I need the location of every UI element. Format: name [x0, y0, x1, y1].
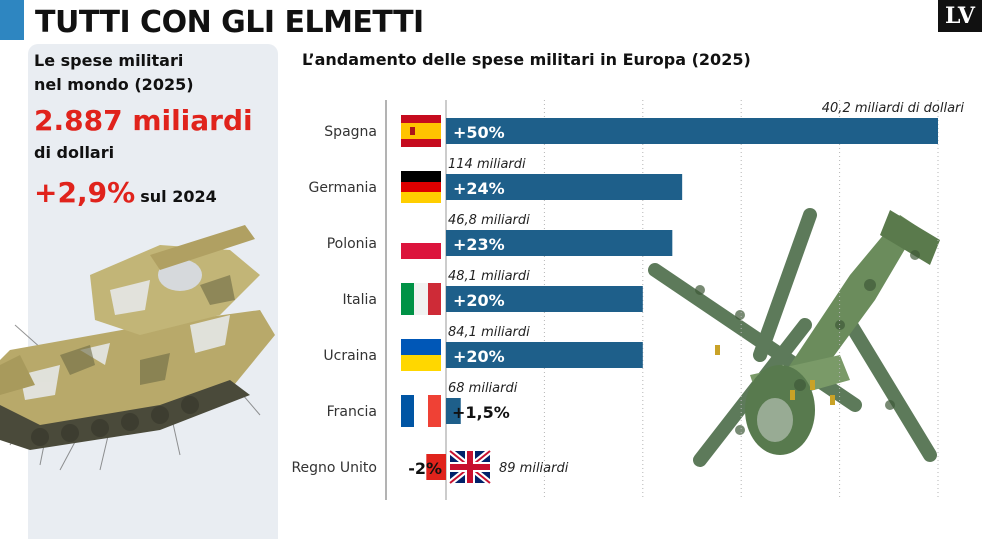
value-label: +50% [453, 123, 505, 142]
value-label: +23% [453, 235, 505, 254]
world-change-suffix: sul 2024 [140, 187, 217, 206]
category-label: Polonia [327, 236, 377, 252]
category-label: Italia [342, 292, 377, 308]
title-accent-bar [0, 0, 24, 40]
spending-annotation: 84,1 miliardi [448, 325, 530, 340]
category-label: Germania [308, 180, 377, 196]
bar [446, 398, 461, 424]
spending-annotation: 48,1 miliardi [448, 269, 530, 284]
poland-flag-icon [401, 227, 441, 259]
value-label: +20% [453, 347, 505, 366]
bar [446, 342, 643, 368]
spending-annotation: 89 miliardi [499, 461, 569, 476]
page-title: TUTTI CON GLI ELMETTI [35, 5, 424, 40]
world-change-pct: +2,9% [34, 176, 136, 209]
value-label: +1,5% [452, 403, 510, 422]
bar [446, 174, 683, 200]
bar [446, 286, 643, 312]
brand-logo: LV [938, 0, 982, 32]
world-total-unit: di dollari [34, 143, 115, 162]
value-label: -2% [408, 459, 442, 478]
attack-helicopter-illustration [648, 208, 940, 467]
italy-flag-icon [401, 283, 441, 315]
ukraine-flag-icon [401, 339, 441, 371]
world-total-value: 2.887 miliardi [34, 104, 253, 137]
spending-annotation: 40,2 miliardi di dollari [822, 101, 965, 116]
bar [446, 118, 938, 144]
category-label: Spagna [324, 124, 377, 140]
spain-flag-icon [401, 115, 441, 147]
spending-annotation: 114 miliardi [448, 157, 526, 172]
france-flag-icon [401, 395, 441, 427]
category-label: Francia [327, 404, 377, 420]
chart-title: L’andamento delle spese militari in Euro… [302, 50, 751, 69]
bar [426, 454, 446, 480]
panel-heading-line2: nel mondo (2025) [34, 75, 194, 94]
tank-illustration [0, 225, 275, 471]
panel-heading: Le spese militari nel mondo (2025) [34, 49, 194, 97]
spending-annotation: 68 miliardi [448, 381, 518, 396]
world-change: +2,9% sul 2024 [34, 176, 217, 209]
value-label: +20% [453, 291, 505, 310]
panel-heading-line1: Le spese militari [34, 51, 184, 70]
germany-flag-icon [401, 171, 441, 203]
category-label: Ucraina [323, 348, 377, 364]
spending-annotation: 46,8 miliardi [448, 213, 530, 228]
category-label: Regno Unito [291, 460, 377, 476]
uk-flag-icon [450, 451, 490, 483]
bar [446, 230, 673, 256]
value-label: +24% [453, 179, 505, 198]
